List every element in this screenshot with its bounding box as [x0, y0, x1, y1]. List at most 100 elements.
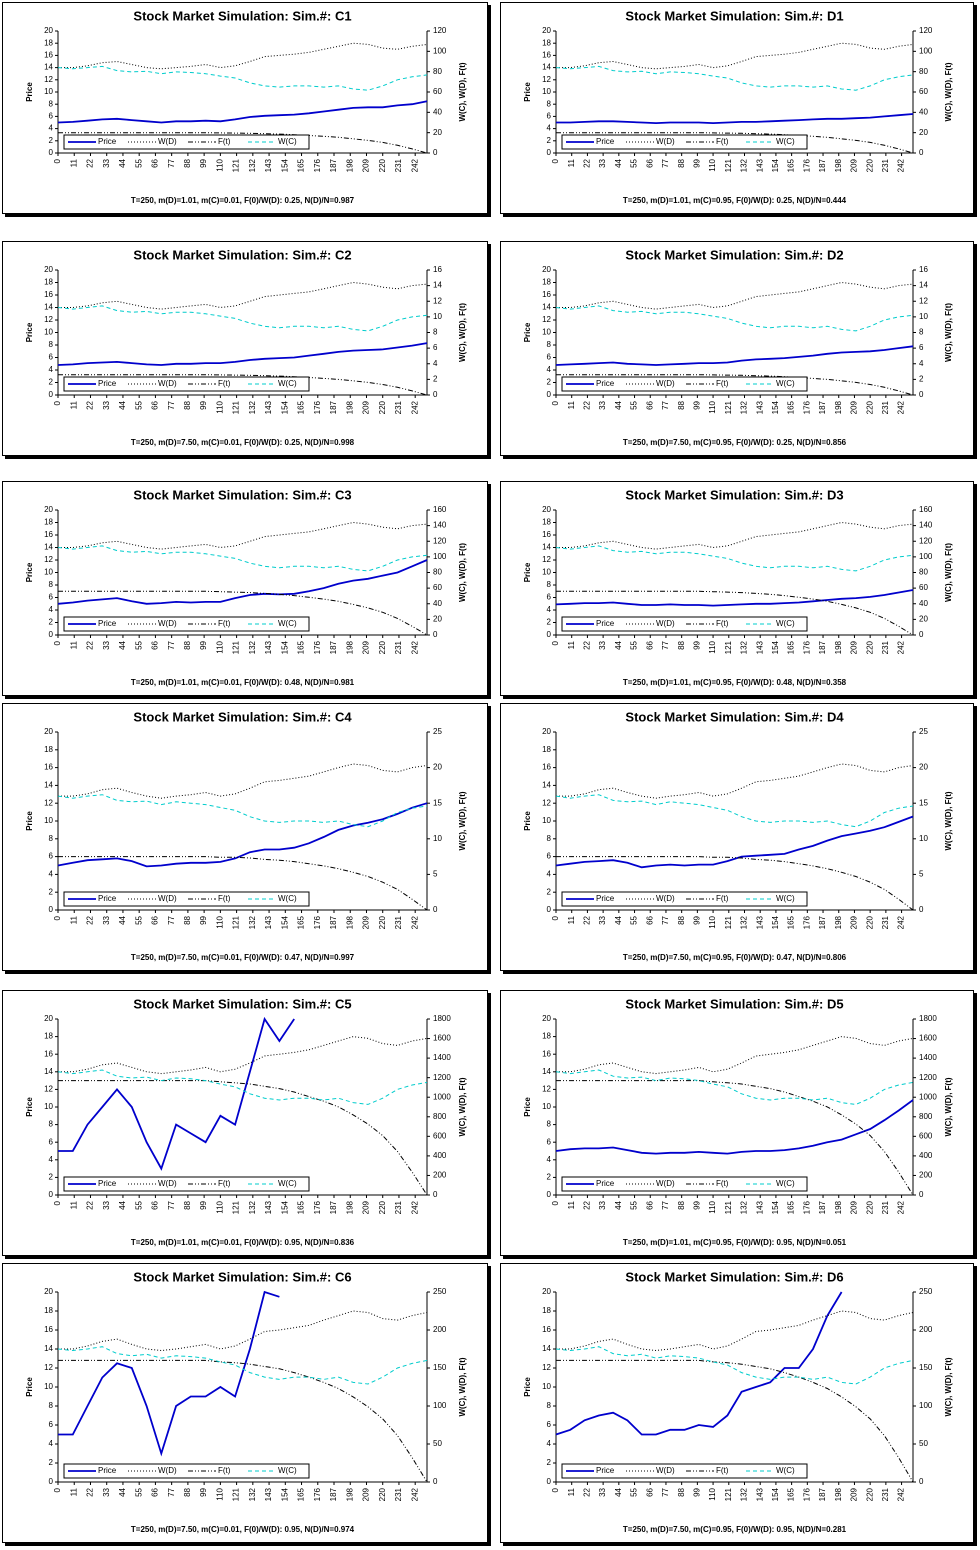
y2-tick-label: 16: [433, 265, 442, 274]
legend-label: F(t): [716, 1179, 729, 1188]
series-line: [57, 559, 428, 605]
x-tick-label: 55: [134, 640, 143, 649]
x-tick-label: 77: [661, 400, 670, 409]
y-tick-label: 14: [44, 543, 53, 552]
series-line: [555, 1291, 843, 1436]
x-tick-label: 187: [329, 640, 338, 654]
legend: Price W(D) F(t) W(C): [63, 376, 310, 392]
x-tick-label: 132: [740, 158, 749, 172]
legend-label: W(D): [158, 1179, 177, 1188]
series-line: [58, 1036, 428, 1075]
chart-title: Stock Market Simulation: Sim.#: D3: [625, 487, 843, 502]
x-tick-label: 209: [850, 1200, 859, 1214]
y-tick-label: 0: [547, 630, 552, 639]
x-tick-label: 88: [677, 1487, 686, 1496]
legend: Price W(D) F(t) W(C): [561, 891, 808, 907]
x-tick-label: 242: [410, 400, 419, 414]
y-tick-label: 6: [49, 852, 54, 861]
x-tick-label: 11: [69, 158, 78, 167]
y-tick-label: 12: [44, 1085, 53, 1094]
x-tick-label: 77: [661, 1487, 670, 1496]
y2-tick-label: 100: [919, 46, 933, 55]
y-tick-label: 0: [49, 905, 54, 914]
x-tick-label: 132: [740, 400, 749, 414]
x-tick-label: 198: [834, 640, 843, 654]
x-tick-label: 77: [167, 915, 176, 924]
x-tick-label: 143: [755, 1200, 764, 1214]
x-tick-label: 220: [865, 1200, 874, 1214]
y-tick-label: 6: [49, 112, 54, 121]
y-tick-label: 0: [547, 905, 552, 914]
chart: Stock Market Simulation: Sim.#: C2 0 2 4 6 8 1…: [25, 247, 467, 447]
y-tick-label: 8: [547, 99, 552, 108]
x-tick-label: 154: [280, 158, 289, 172]
y-tick-label: 18: [44, 278, 53, 287]
x-tick-label: 220: [865, 158, 874, 172]
legend-label: W(D): [656, 894, 675, 903]
y-tick-label: 6: [547, 112, 552, 121]
x-tick-label: 55: [630, 915, 639, 924]
x-tick-label: 231: [881, 158, 890, 172]
y2-tick-label: 10: [919, 834, 928, 843]
series-line: [57, 342, 428, 366]
x-tick-label: 176: [313, 915, 322, 929]
y-tick-label: 16: [44, 1325, 53, 1334]
y2-tick-label: 16: [919, 265, 928, 274]
chart-panel: Stock Market Simulation: Sim.#: D1 0 2 4 6 8 1…: [500, 2, 974, 214]
y-tick-label: 0: [49, 1190, 54, 1199]
y-tick-label: 20: [44, 1287, 53, 1296]
caption: T=250, m(D)=1.01, m(C)=0.01, F(0)/W(D): …: [131, 678, 355, 687]
caption: T=250, m(D)=7.50, m(C)=0.95, F(0)/W(D): …: [623, 1525, 847, 1534]
y-tick-label: 20: [44, 26, 53, 35]
legend-label: W(D): [656, 1179, 675, 1188]
caption: T=250, m(D)=1.01, m(C)=0.95, F(0)/W(D): …: [623, 678, 847, 687]
x-tick-label: 11: [567, 1487, 576, 1496]
y-tick-label: 10: [542, 1382, 551, 1391]
y2-tick-label: 1400: [919, 1053, 937, 1062]
x-tick-label: 132: [740, 640, 749, 654]
x-tick-label: 11: [567, 640, 576, 649]
x-tick-label: 176: [802, 400, 811, 414]
y-tick-label: 8: [49, 1401, 54, 1410]
legend-label: W(C): [776, 619, 795, 628]
y2-axis-title: W(C), W(D), F(t): [944, 1077, 953, 1136]
y-tick-label: 20: [44, 505, 53, 514]
x-tick-label: 0: [551, 158, 560, 163]
x-tick-label: 231: [394, 400, 403, 414]
x-tick-label: 176: [802, 1487, 811, 1501]
x-tick-label: 220: [865, 1487, 874, 1501]
y-tick-label: 4: [49, 870, 54, 879]
y-tick-label: 16: [44, 1049, 53, 1058]
x-tick-label: 99: [199, 1487, 208, 1496]
legend-box: [561, 616, 808, 632]
x-tick-label: 154: [280, 1200, 289, 1214]
y-tick-label: 18: [542, 38, 551, 47]
y2-axis-title: W(C), W(D), F(t): [458, 303, 467, 362]
x-tick-label: 22: [583, 640, 592, 649]
x-tick-label: 209: [362, 640, 371, 654]
x-tick-label: 198: [345, 1487, 354, 1501]
y-tick-label: 12: [44, 75, 53, 84]
y-tick-label: 8: [547, 1401, 552, 1410]
chart: Stock Market Simulation: Sim.#: C3 0 2 4 6 8 1…: [25, 487, 467, 687]
x-tick-label: 198: [345, 640, 354, 654]
legend-label: Price: [98, 619, 117, 628]
x-tick-label: 154: [771, 915, 780, 929]
chart-panel: Stock Market Simulation: Sim.#: D4 0 2 4 6 8 1…: [500, 703, 974, 971]
y-tick-label: 14: [542, 1344, 551, 1353]
y-tick-label: 12: [44, 315, 53, 324]
y2-tick-label: 1000: [919, 1092, 937, 1101]
x-tick-label: 198: [834, 158, 843, 172]
y2-tick-label: 100: [433, 1401, 447, 1410]
y2-tick-label: 0: [433, 1190, 438, 1199]
x-tick-label: 11: [567, 1200, 576, 1209]
y2-tick-label: 25: [433, 727, 442, 736]
x-tick-label: 154: [771, 400, 780, 414]
y2-tick-label: 120: [919, 26, 933, 35]
y2-tick-label: 0: [919, 1190, 924, 1199]
legend-label: W(C): [278, 1179, 297, 1188]
y2-tick-label: 0: [433, 905, 438, 914]
y2-tick-label: 8: [433, 328, 438, 337]
x-tick-label: 132: [248, 400, 257, 414]
chart-panel: Stock Market Simulation: Sim.#: D5 0 2 4 6 8 1…: [500, 990, 974, 1256]
